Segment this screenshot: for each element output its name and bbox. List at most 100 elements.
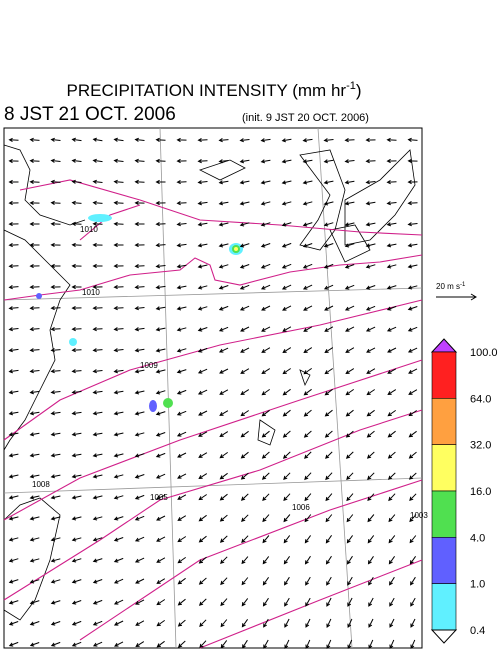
wind-arrow bbox=[302, 222, 313, 227]
contour-label: 1006 bbox=[292, 503, 310, 512]
wind-arrow bbox=[407, 158, 418, 164]
wind-arrow bbox=[220, 619, 228, 628]
wind-arrow bbox=[239, 201, 250, 206]
wind-arrow bbox=[284, 618, 290, 628]
wind-arrow bbox=[92, 158, 103, 163]
wind-arrow bbox=[135, 620, 145, 626]
coast bbox=[3, 497, 61, 621]
reference-arrowhead bbox=[470, 293, 477, 301]
wind-arrow bbox=[410, 639, 416, 650]
wind-arrow bbox=[218, 305, 229, 311]
wind-arrow bbox=[345, 409, 354, 417]
wind-arrow bbox=[92, 263, 103, 269]
wind-arrow bbox=[134, 158, 145, 164]
wind-arrow bbox=[29, 284, 40, 290]
wind-arrow bbox=[325, 493, 333, 502]
wind-arrow bbox=[8, 284, 19, 290]
wind-arrow bbox=[260, 159, 271, 164]
wind-arrow bbox=[113, 327, 124, 332]
wind-arrow bbox=[197, 368, 208, 374]
wind-arrow bbox=[8, 641, 19, 647]
wind-arrow bbox=[8, 306, 19, 311]
wind-arrow bbox=[302, 263, 313, 269]
wind-arrow bbox=[282, 430, 291, 438]
wind-arrow bbox=[304, 555, 311, 565]
wind-arrow bbox=[155, 411, 166, 416]
wind-arrow bbox=[92, 137, 103, 142]
wind-arrow bbox=[409, 493, 417, 501]
wind-arrow bbox=[344, 264, 355, 269]
wind-arrow bbox=[387, 368, 397, 374]
wind-arrow bbox=[8, 411, 19, 416]
wind-arrow bbox=[346, 535, 354, 544]
wind-arrow bbox=[71, 558, 82, 563]
colorbar-label: 4.0 bbox=[470, 532, 485, 544]
wind-arrow bbox=[155, 494, 166, 500]
wind-arrow bbox=[344, 305, 355, 311]
wind-arrow bbox=[302, 243, 313, 248]
reference-exponent: -1 bbox=[460, 282, 466, 288]
wind-arrow bbox=[71, 326, 82, 332]
wind-arrow bbox=[407, 285, 418, 290]
wind-arrow bbox=[409, 535, 417, 544]
wind-arrow bbox=[408, 430, 417, 438]
wind-arrow bbox=[113, 495, 124, 500]
contour-label: 1010 bbox=[82, 288, 100, 297]
wind-arrow bbox=[113, 179, 124, 184]
wind-arrow bbox=[386, 222, 397, 227]
wind-arrow bbox=[8, 179, 19, 185]
wind-arrow bbox=[197, 306, 208, 311]
wind-arrow bbox=[387, 389, 397, 395]
wind-arrow bbox=[176, 200, 187, 206]
wind-arrow bbox=[50, 621, 61, 626]
wind-arrow bbox=[8, 453, 19, 458]
wind-arrow bbox=[156, 640, 165, 648]
wind-arrow bbox=[71, 620, 82, 626]
wind-arrow bbox=[281, 284, 292, 290]
wind-arrow bbox=[29, 495, 40, 500]
wind-arrow bbox=[389, 639, 395, 650]
wind-arrow bbox=[29, 263, 40, 269]
wind-arrow bbox=[261, 430, 270, 438]
precip-cells bbox=[36, 214, 243, 412]
wind-arrow bbox=[8, 327, 19, 332]
colorbar-segment bbox=[431, 398, 457, 445]
wind-arrow bbox=[113, 263, 124, 269]
wind-arrow bbox=[113, 390, 124, 395]
wind-arrow bbox=[218, 137, 229, 143]
wind-arrow bbox=[239, 284, 250, 290]
wind-arrow bbox=[92, 221, 103, 227]
wind-arrow bbox=[239, 305, 250, 311]
precip-cell bbox=[69, 338, 77, 346]
wind-arrow bbox=[219, 431, 229, 437]
wind-arrow bbox=[92, 453, 103, 458]
wind-arrow bbox=[8, 369, 19, 374]
wind-arrow bbox=[219, 514, 228, 522]
wind-arrow bbox=[345, 388, 354, 396]
wind-arrow bbox=[177, 619, 186, 627]
wind-arrow bbox=[302, 201, 313, 206]
wind-arrow bbox=[282, 305, 292, 311]
wind-arrow bbox=[304, 472, 312, 481]
wind-arrow bbox=[366, 430, 375, 438]
wind-arrow bbox=[386, 243, 397, 248]
wind-arrow bbox=[387, 430, 396, 438]
wind-arrow bbox=[366, 409, 375, 417]
wind-arrow bbox=[50, 347, 61, 353]
wind-arrow bbox=[198, 410, 208, 416]
wind-arrow bbox=[240, 472, 249, 480]
wind-arrow bbox=[92, 326, 103, 332]
wind-arrow bbox=[8, 579, 19, 584]
wind-arrow bbox=[325, 555, 332, 565]
wind-arrow bbox=[345, 451, 354, 459]
wind-arrow bbox=[218, 180, 229, 185]
wind-arrow bbox=[177, 640, 186, 648]
wind-arrow bbox=[113, 221, 124, 227]
wind-arrow bbox=[239, 138, 250, 143]
wind-arrow bbox=[241, 577, 249, 586]
wind-arrow bbox=[92, 516, 103, 521]
wind-arrow bbox=[304, 493, 312, 502]
map-frame bbox=[3, 127, 423, 649]
wind-arrow bbox=[407, 326, 418, 332]
wind-arrow bbox=[241, 514, 249, 522]
